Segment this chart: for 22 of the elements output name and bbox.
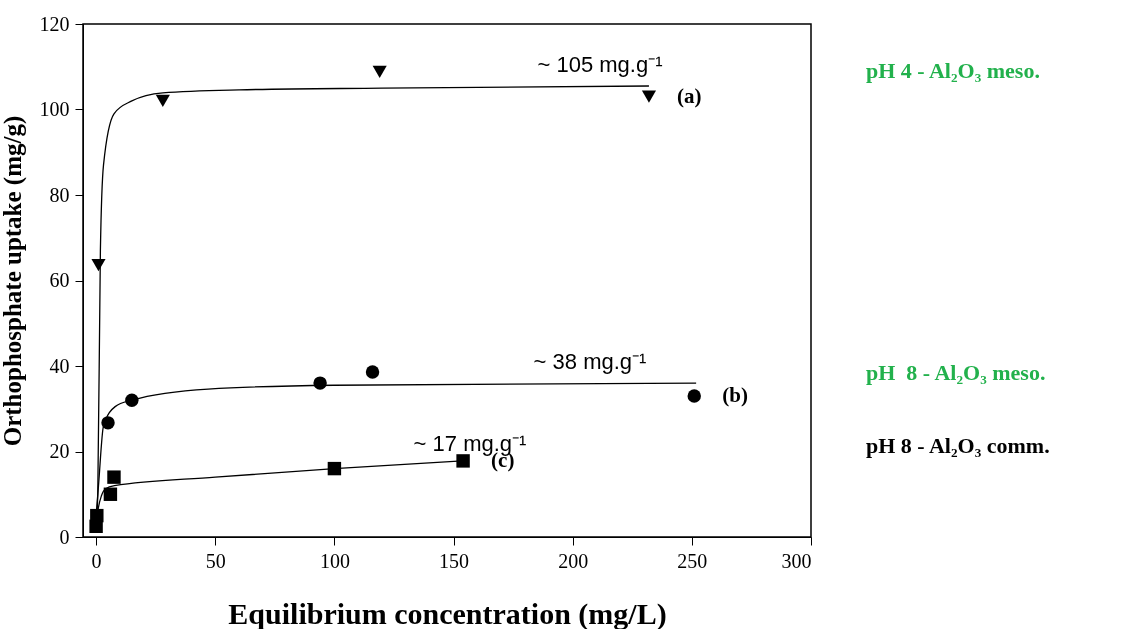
x-tick-label: 150 <box>439 549 470 572</box>
annotation: ~ 105 mg.g⁻¹ <box>537 51 663 78</box>
text: pH 8 - Al₂O₃ meso. <box>866 360 1046 386</box>
y-axis-title: Orthophosphate uptake (mg/g) <box>0 115 27 447</box>
y-tick-label: 100 <box>39 98 70 120</box>
y-tick-label: 20 <box>49 440 70 462</box>
y-tick-label: 40 <box>49 354 70 377</box>
text: pH 8 - Al₂O₃ comm. <box>866 433 1050 459</box>
x-tick-label: 50 <box>205 549 226 572</box>
x-tick-label: 0 <box>91 549 102 572</box>
series-label: (a) <box>676 83 702 108</box>
y-tick-label: 80 <box>49 183 70 206</box>
series-label: (b) <box>722 382 748 407</box>
x-tick-label: 300 <box>781 549 812 572</box>
annotation: ~ 38 mg.g⁻¹ <box>533 348 647 375</box>
y-tick-label: 0 <box>59 525 70 548</box>
x-tick-label: 100 <box>319 549 350 572</box>
x-tick-label: 200 <box>558 549 589 572</box>
y-tick-label: 60 <box>49 269 70 291</box>
y-tick-label: 120 <box>39 12 70 35</box>
text: pH 4 - Al₂O₃ meso. <box>866 58 1040 84</box>
x-tick-label: 250 <box>677 549 708 572</box>
